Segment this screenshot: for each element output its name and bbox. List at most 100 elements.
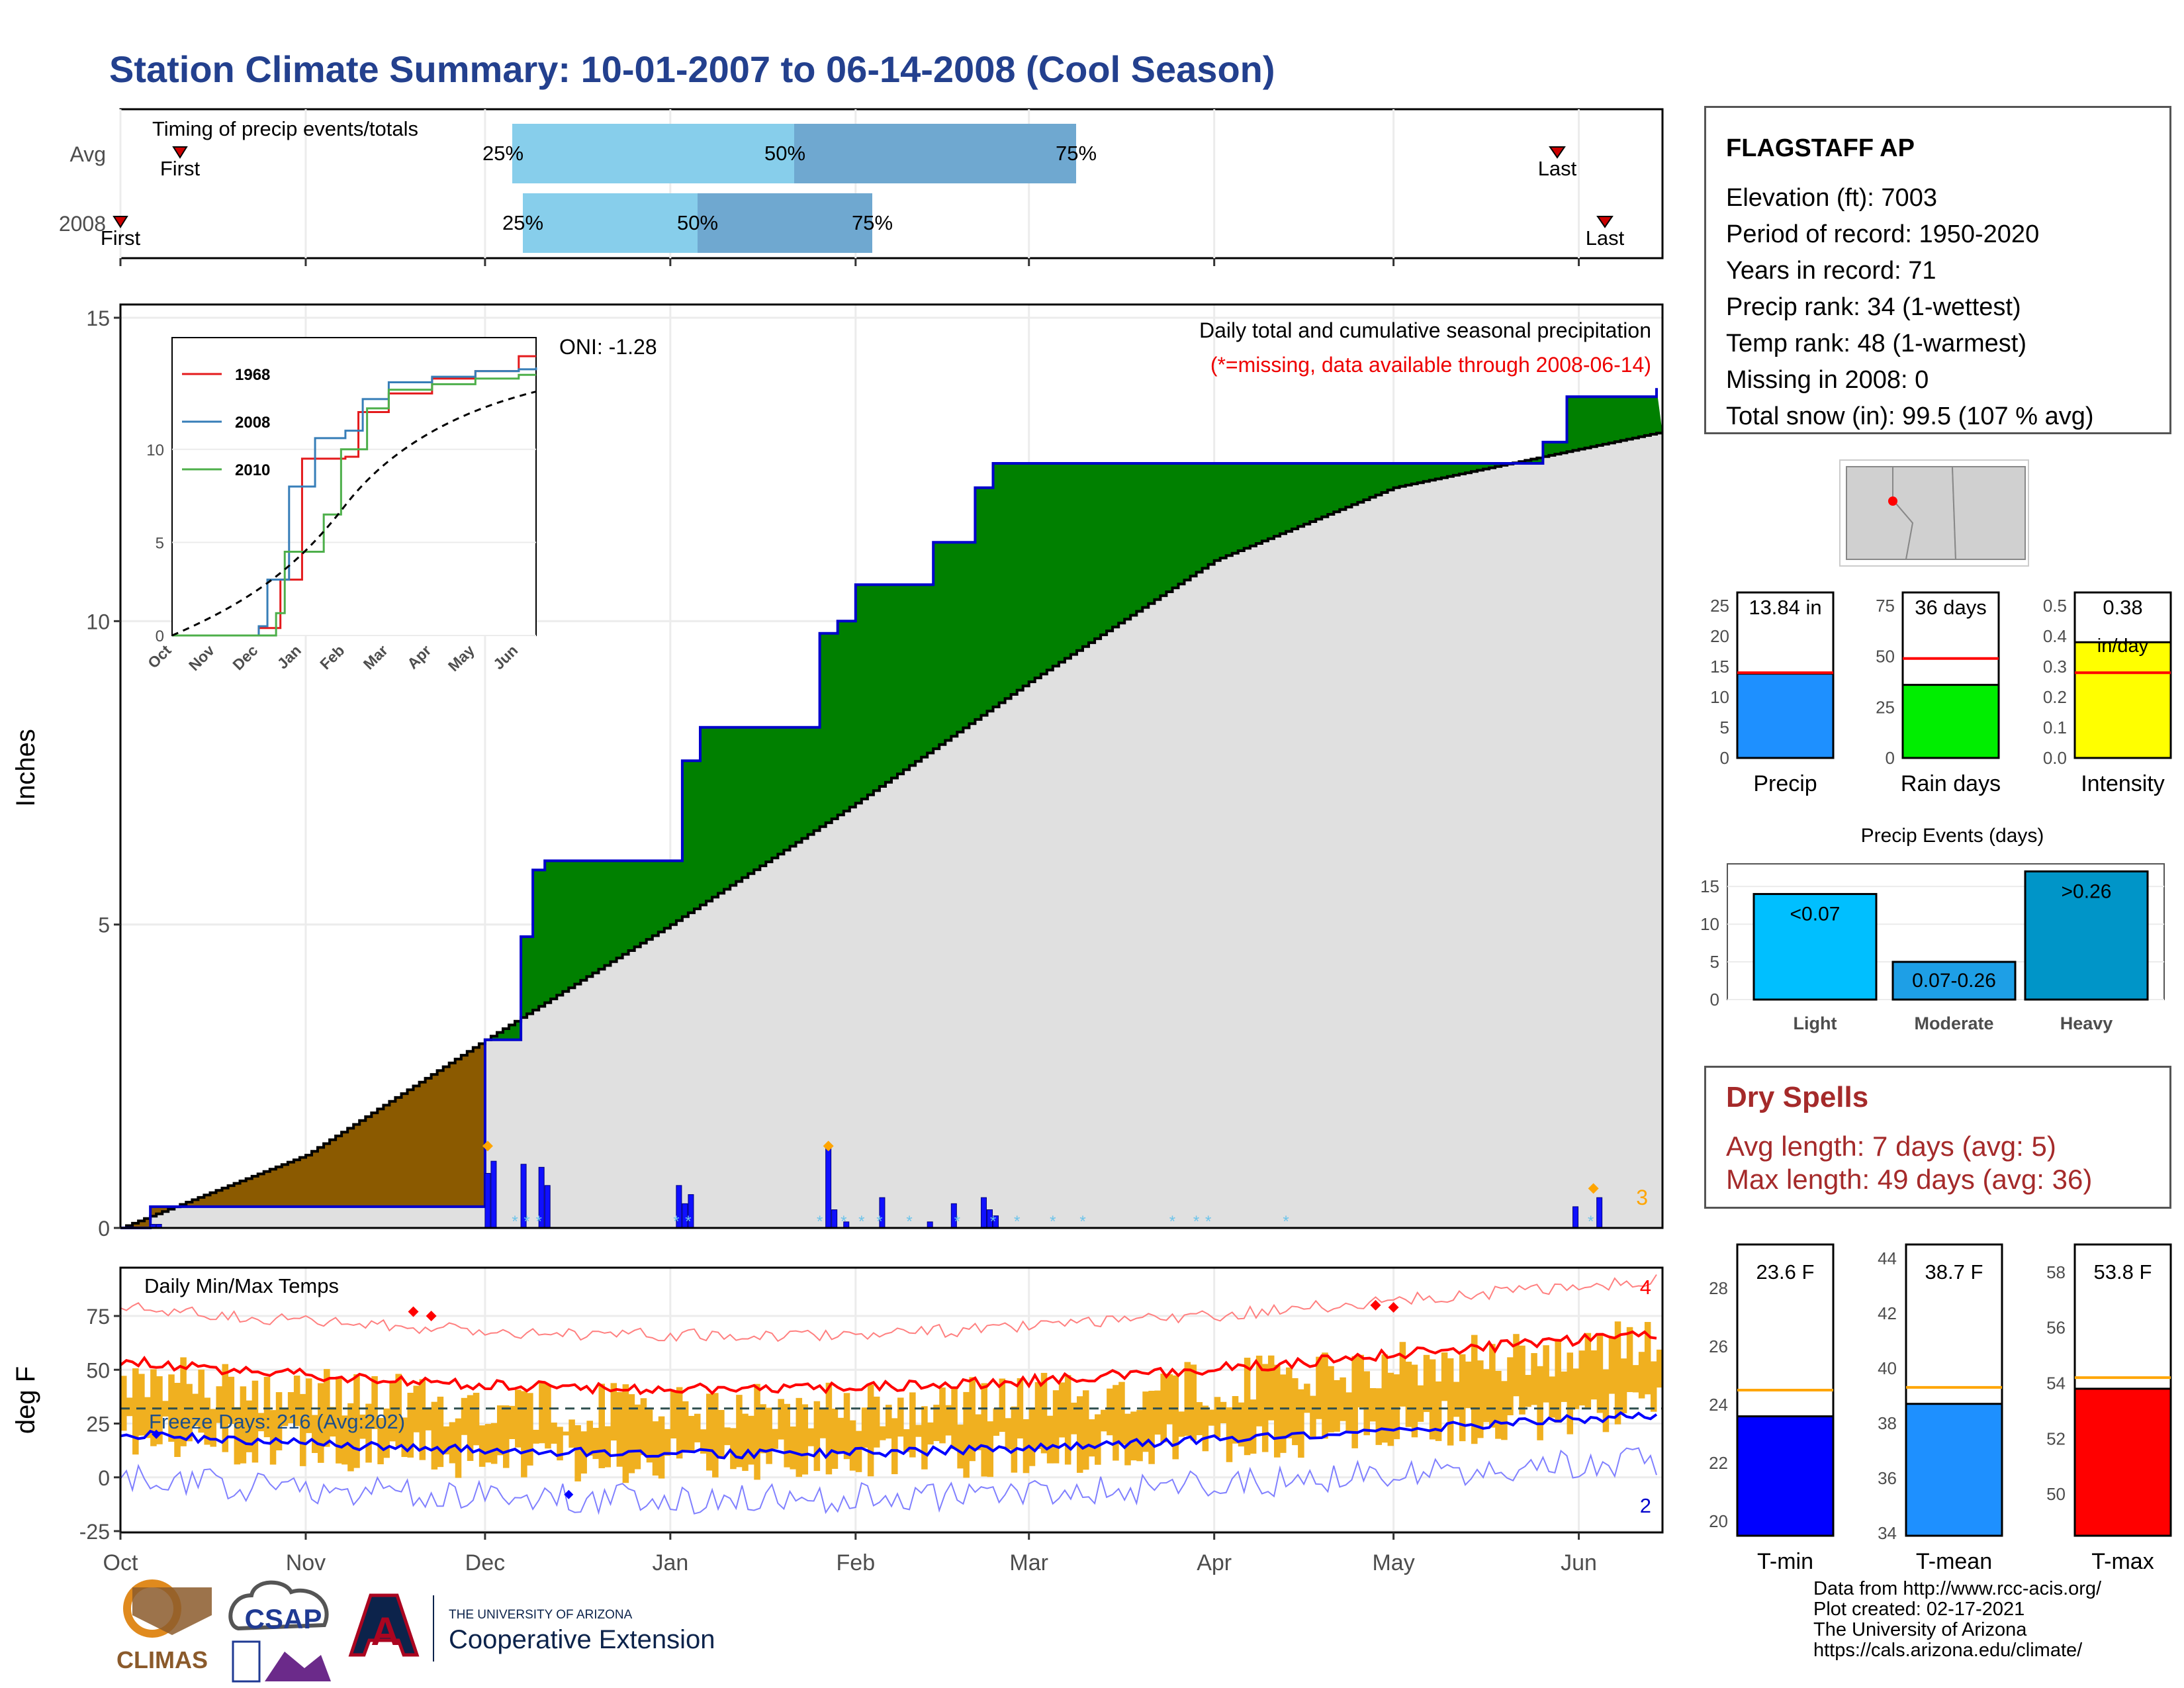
daily-temp-bar [873, 1396, 880, 1448]
daily-temp-bar [1596, 1333, 1604, 1413]
daily-temp-bar [1501, 1381, 1508, 1440]
timing-pct-label: 75% [1056, 142, 1097, 165]
daily-precip-bar [980, 1197, 987, 1229]
daily-temp-bar [1483, 1369, 1490, 1423]
daily-temp-bar [222, 1364, 229, 1452]
daily-temp-bar [1369, 1388, 1377, 1422]
record-low-line [120, 1447, 1657, 1515]
daily-temp-bar [1447, 1358, 1454, 1446]
daily-temp-bar [1101, 1409, 1107, 1432]
daily-temp-bar [1519, 1345, 1525, 1415]
daily-temp-bar [939, 1387, 946, 1444]
temp-bar-ytick-label: 42 [1878, 1303, 1897, 1323]
last-event-marker [1596, 216, 1614, 228]
timing-pct-label: 25% [502, 211, 543, 234]
daily-temp-bar [1429, 1359, 1436, 1440]
oni-label: ONI: -1.28 [559, 335, 657, 359]
mini-bar-label: Precip [1753, 771, 1817, 796]
daily-temp-bar [999, 1378, 1006, 1432]
csap-bars-icon [232, 1640, 261, 1683]
daily-temp-bar [263, 1376, 271, 1438]
daily-temp-bar [533, 1429, 539, 1444]
station-snow: Total snow (in): 99.5 (107 % avg) [1726, 402, 2094, 430]
temp-bar-ytick-label: 44 [1878, 1248, 1897, 1268]
daily-temp-bar [126, 1397, 133, 1417]
station-location-dot [1888, 496, 1897, 506]
daily-temp-bar [569, 1419, 575, 1448]
month-tick-label: Mar [1009, 1550, 1048, 1575]
daily-temp-bar [981, 1383, 987, 1477]
events-bar-label: >0.26 [2062, 880, 2112, 902]
events-category-label: Heavy [2060, 1013, 2113, 1033]
snow-marker: * [876, 1213, 882, 1231]
daily-temp-bar [1650, 1361, 1657, 1412]
daily-precip-bar [544, 1185, 551, 1229]
daily-temp-bar [1584, 1333, 1592, 1408]
daily-temp-bar [1273, 1364, 1281, 1458]
record-low-marker [564, 1489, 574, 1499]
temp-bar-ytick-label: 20 [1709, 1511, 1728, 1531]
daily-temp-bar [1310, 1395, 1316, 1437]
daily-temp-bar [1578, 1350, 1586, 1406]
events-ytick-label: 0 [1710, 990, 1719, 1009]
daily-temp-bar [849, 1420, 856, 1471]
daily-temp-bar [521, 1391, 527, 1477]
events-ytick-label: 15 [1700, 876, 1719, 896]
snow-marker: * [535, 1213, 541, 1231]
first-event-marker [172, 146, 188, 159]
daily-temp-bar [855, 1430, 862, 1472]
daily-temp-bar [628, 1394, 635, 1474]
ua-a-icon [348, 1593, 420, 1657]
daily-temp-bar [1441, 1352, 1448, 1401]
mini-bar-unit: in/day [2097, 635, 2149, 657]
daily-temp-bar [951, 1389, 958, 1450]
daily-temp-bar [1543, 1345, 1549, 1403]
daily-temp-bar [467, 1395, 474, 1461]
daily-temp-bar [640, 1398, 647, 1456]
avg-max-temp-line [119, 1330, 1657, 1395]
daily-temp-bar [1417, 1385, 1424, 1422]
snow-marker: * [1014, 1213, 1020, 1231]
daily-temp-bar [473, 1393, 480, 1446]
daily-temp-bar [1405, 1362, 1412, 1427]
mini-bar-ytick-label: 5 [1720, 718, 1729, 737]
daily-temp-bar [1046, 1415, 1054, 1464]
daily-temp-bar [592, 1427, 599, 1460]
snow-marker: * [1193, 1213, 1199, 1231]
daily-temp-bar [616, 1391, 623, 1467]
temp-bar-ytick-label: 56 [2046, 1318, 2066, 1338]
snow-marker: * [1169, 1213, 1175, 1231]
daily-temp-bar [545, 1384, 551, 1449]
daily-temp-bar [228, 1376, 235, 1424]
snow-marker: * [673, 1213, 679, 1231]
daily-precip-bar [1572, 1206, 1579, 1229]
daily-temp-bar [688, 1415, 695, 1453]
record-high-line [120, 1274, 1657, 1342]
daily-temp-bar [807, 1428, 815, 1446]
daily-temp-bar [1345, 1392, 1352, 1432]
last-event-label: Last [1586, 226, 1625, 250]
daily-temp-bar [1255, 1355, 1263, 1427]
daily-temp-bar [551, 1422, 557, 1444]
daily-temp-bar [813, 1401, 821, 1472]
daily-temp-bar [1064, 1375, 1071, 1465]
daily-temp-bar [318, 1383, 324, 1463]
mini-bar-ytick-label: 20 [1710, 626, 1729, 646]
snow-marker: * [1283, 1213, 1289, 1231]
temp-ytick-label: 75 [86, 1305, 110, 1329]
daily-temp-bar [1572, 1368, 1580, 1409]
daily-temp-bar [1561, 1371, 1568, 1402]
daily-temp-bar [1005, 1418, 1012, 1450]
timing-pct-label: 75% [852, 211, 893, 234]
daily-temp-bar [1190, 1364, 1197, 1441]
inset-avg-line [171, 391, 537, 637]
daily-temp-bar [598, 1383, 606, 1468]
mini-bar-ytick-label: 0.2 [2043, 687, 2067, 707]
dry-spells-max: Max length: 49 days (avg: 36) [1726, 1164, 2093, 1195]
daily-temp-bar [867, 1384, 874, 1477]
record-high-marker [426, 1311, 437, 1321]
temp-ytick-label: -25 [79, 1520, 110, 1544]
daily-temp-bar [1555, 1339, 1561, 1423]
daily-temp-bar [365, 1403, 372, 1463]
daily-temp-bar [1525, 1375, 1531, 1407]
